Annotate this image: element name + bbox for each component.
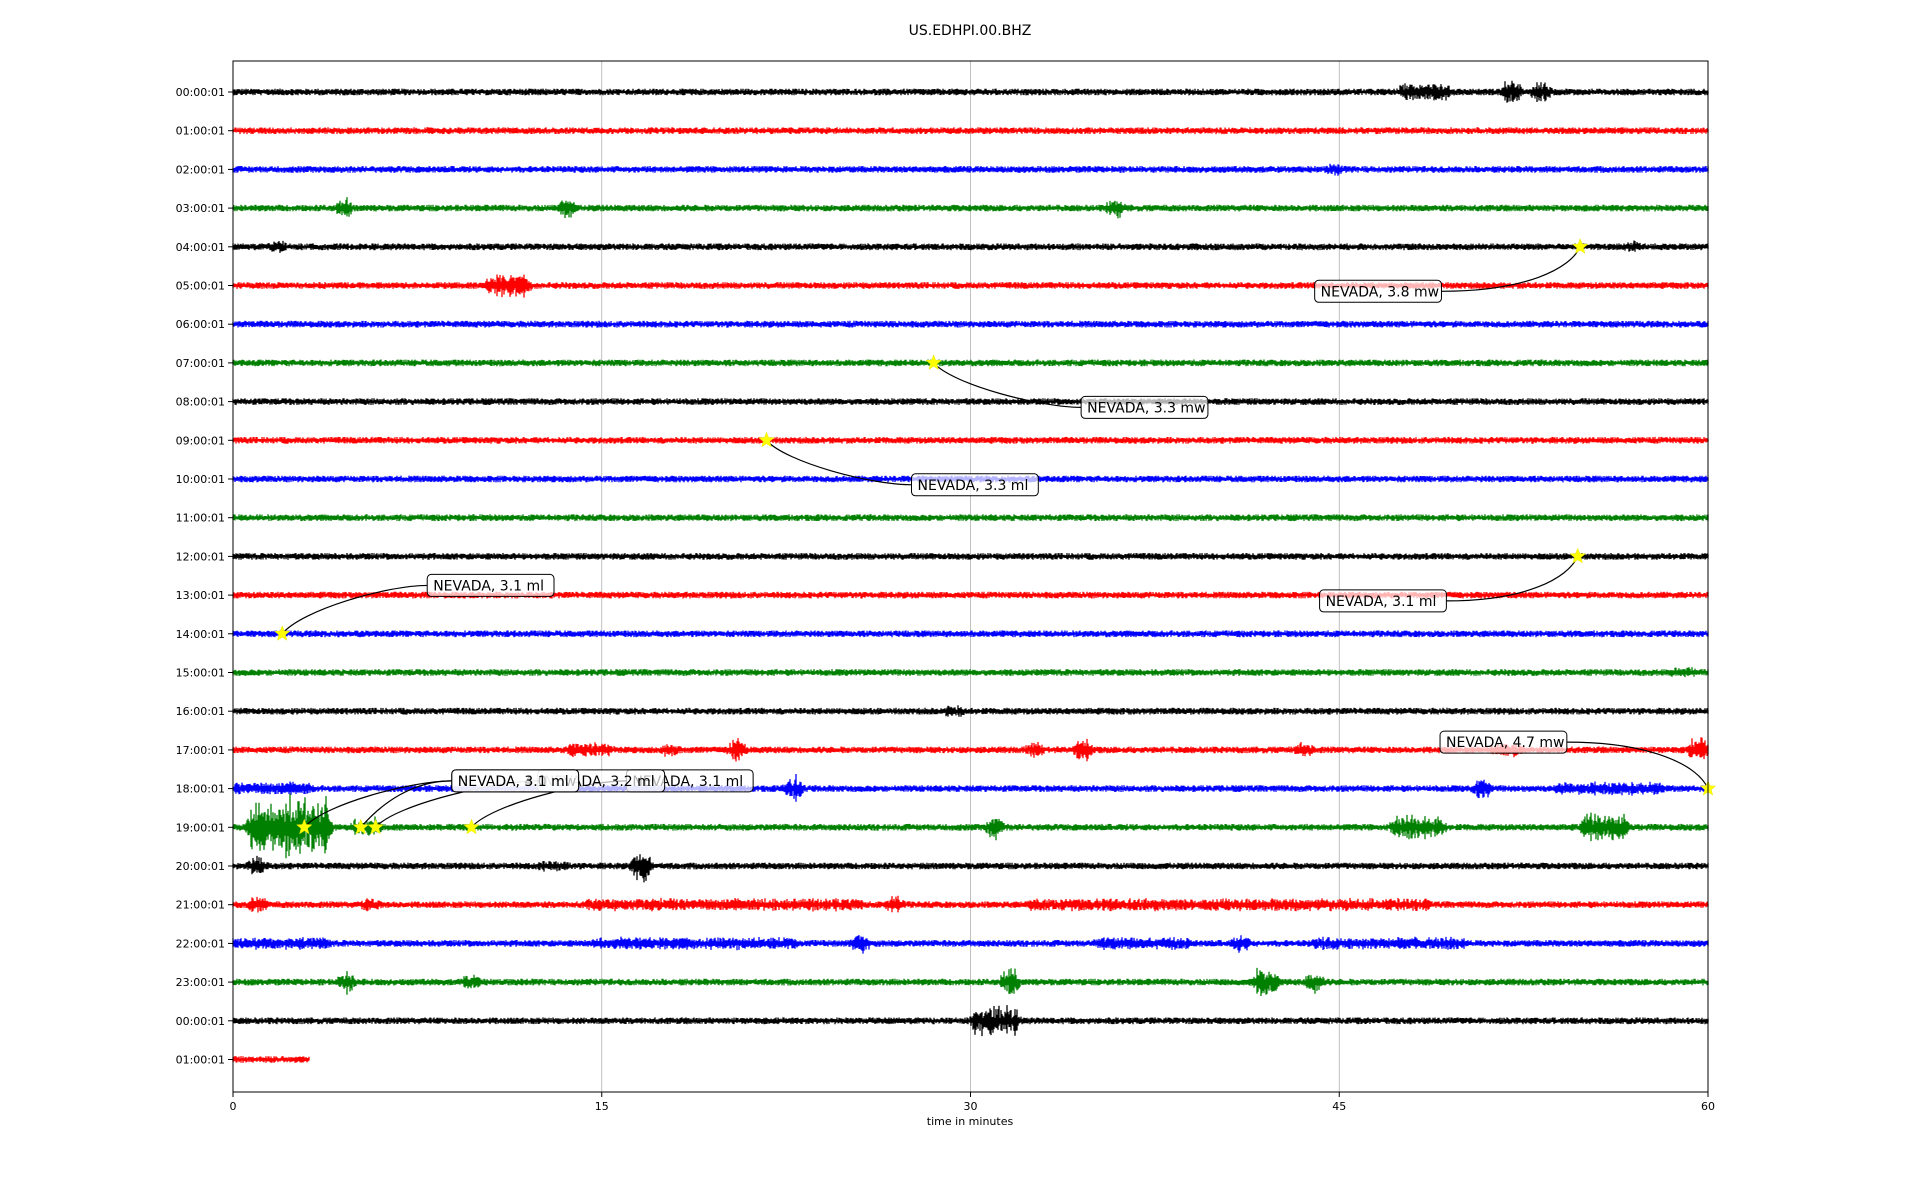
event-label: NEVADA, 3.8 mw — [1321, 284, 1439, 300]
event-label: NEVADA, 3.3 mw — [1087, 400, 1205, 416]
event-connector — [933, 362, 1082, 409]
y-tick-label: 00:00:01 — [176, 86, 225, 99]
trace-line — [232, 436, 1709, 444]
x-tick-label: 15 — [595, 1100, 609, 1113]
x-tick-label: 60 — [1701, 1100, 1715, 1113]
event-label-box — [451, 769, 580, 793]
event-label: NEVADA, 3.1 ml — [433, 578, 544, 594]
event-annotation: NEVADA, 3.3 ml — [758, 431, 1039, 497]
event-connector — [1566, 741, 1709, 789]
x-axis-label: time in minutes — [927, 1115, 1014, 1128]
event-star-marker — [273, 625, 291, 641]
event-connector — [281, 584, 428, 635]
trace-line — [232, 398, 1709, 405]
event-star-marker — [1571, 238, 1589, 254]
y-tick-label: 02:00:01 — [176, 163, 225, 176]
y-tick-label: 07:00:01 — [176, 357, 225, 370]
y-tick-label: 18:00:01 — [176, 783, 225, 796]
event-annotations: NEVADA, 3.8 mw NEVADA, 3.3 mw NEVADA, 3.3 … — [273, 238, 1717, 835]
y-tick-label: 00:00:01 — [176, 1015, 225, 1028]
y-tick-label: 01:00:01 — [176, 1054, 225, 1067]
trace-line — [232, 1056, 310, 1063]
y-tick-label: 23:00:01 — [176, 976, 225, 989]
y-tick-label: 15:00:01 — [176, 667, 225, 680]
trace-line — [232, 514, 1709, 522]
y-tick-label: 11:00:01 — [176, 512, 225, 525]
event-label-box — [1319, 589, 1447, 613]
trace-line — [232, 320, 1709, 328]
event-star-marker — [352, 818, 370, 835]
event-star-marker — [296, 818, 313, 835]
event-label: NEVADA, 3.3 ml — [918, 478, 1029, 494]
row-time-labels: 00:00:01 01:00:01 02:00:01 03:00:01 04:00:01… — [176, 86, 233, 1067]
y-tick-label: 06:00:01 — [176, 318, 225, 331]
event-label-box — [911, 473, 1039, 497]
event-annotation: NEVADA, 3.3 mw — [925, 354, 1209, 419]
event-annotation: NEVADA, 3.1 ml — [296, 769, 580, 835]
event-label-box — [1439, 730, 1568, 754]
event-star-marker — [1569, 547, 1586, 564]
event-star-marker — [758, 431, 775, 448]
y-tick-label: 13:00:01 — [176, 589, 225, 602]
trace-line — [232, 630, 1709, 638]
y-tick-label: 20:00:01 — [176, 860, 225, 873]
y-tick-label: 10:00:01 — [176, 473, 225, 486]
event-label-box — [426, 573, 555, 597]
event-label-box — [1080, 395, 1209, 419]
event-connector — [766, 439, 912, 486]
event-connector — [303, 780, 452, 828]
y-tick-label: 16:00:01 — [176, 705, 225, 718]
x-tick-label: 30 — [964, 1100, 978, 1113]
y-tick-label: 09:00:01 — [176, 434, 225, 447]
y-tick-label: 04:00:01 — [176, 241, 225, 254]
event-connector — [1441, 246, 1581, 292]
y-tick-label: 12:00:01 — [176, 550, 225, 563]
event-label-box — [1314, 279, 1442, 303]
event-label: NEVADA, 4.7 mw — [1446, 735, 1564, 751]
trace-line — [232, 127, 1709, 135]
y-tick-label: 03:00:01 — [176, 202, 225, 215]
event-star-marker — [925, 354, 942, 370]
event-annotation: NEVADA, 3.8 mw — [1314, 238, 1589, 303]
y-tick-label: 08:00:01 — [176, 396, 225, 409]
y-tick-label: 17:00:01 — [176, 744, 225, 757]
x-tick-label: 45 — [1332, 1100, 1346, 1113]
y-tick-label: 14:00:01 — [176, 628, 225, 641]
event-star-marker — [367, 818, 384, 835]
event-annotation: NEVADA, 3.1 ml — [273, 573, 555, 641]
event-star-marker — [463, 818, 480, 835]
event-annotation: NEVADA, 3.1 ml — [1319, 547, 1586, 613]
x-tick-label: 0 — [230, 1100, 237, 1113]
y-tick-label: 19:00:01 — [176, 821, 225, 834]
chart-title: US.EDHPI.00.BHZ — [909, 23, 1032, 39]
y-tick-label: 22:00:01 — [176, 937, 225, 950]
y-tick-label: 01:00:01 — [176, 125, 225, 138]
vertical-gridlines — [601, 61, 1340, 1092]
x-axis: 0 15 30 45 60 — [230, 1092, 1715, 1113]
event-connector — [1446, 556, 1579, 602]
y-tick-label: 05:00:01 — [176, 280, 225, 293]
event-label: NEVADA, 3.1 ml — [458, 774, 569, 790]
y-tick-label: 21:00:01 — [176, 899, 225, 912]
event-label: NEVADA, 3.1 ml — [1326, 594, 1437, 610]
